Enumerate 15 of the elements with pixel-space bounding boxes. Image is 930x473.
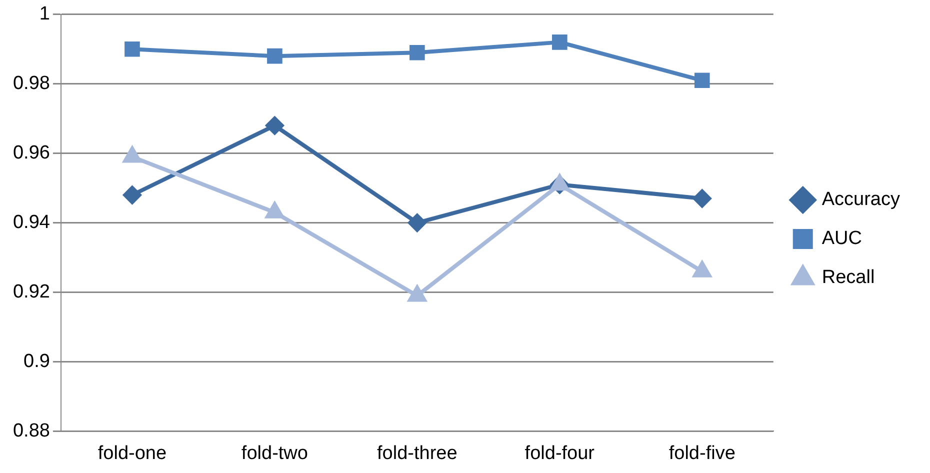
legend-label: Accuracy [822,189,900,210]
legend-label: Recall [822,267,875,288]
x-tick-label: fold-four [524,442,596,464]
y-tick-label: 0.9 [24,350,50,372]
x-tick-label: fold-two [241,442,308,464]
y-tick-label: 0.94 [12,212,50,234]
y-tick-label: 1 [39,4,50,25]
x-tick-label: fold-three [377,442,458,464]
y-tick-label: 0.96 [12,142,50,164]
y-tick-label: 0.88 [12,420,50,442]
legend-label: AUC [822,228,862,250]
y-tick-label: 0.92 [12,282,50,302]
y-tick-label: 0.98 [12,73,50,94]
x-tick-label: fold-one [98,442,167,464]
x-tick-label: fold-five [668,442,736,464]
